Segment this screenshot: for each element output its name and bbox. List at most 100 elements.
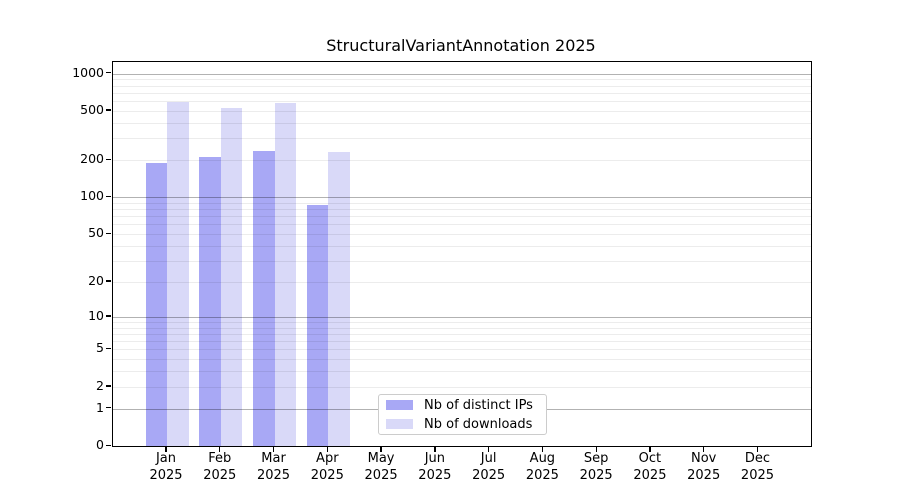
- y-tick-mark: [106, 280, 111, 282]
- month-label: Feb: [208, 451, 232, 466]
- year-label: 2025: [149, 467, 183, 483]
- plot-area: [112, 61, 812, 447]
- y-tick-label: 50: [88, 225, 104, 241]
- gridline-minor: [113, 160, 811, 162]
- bar-ips-mar: [253, 150, 275, 446]
- gridline-minor: [113, 333, 811, 335]
- gridline-minor: [113, 260, 811, 262]
- month-label: Apr: [316, 451, 339, 466]
- x-tick-label-may: May 2025: [351, 451, 411, 484]
- gridline-minor: [113, 349, 811, 351]
- bar-ips-apr: [306, 204, 329, 446]
- gridline-minor: [113, 92, 811, 94]
- x-tick-label-nov: Nov 2025: [674, 451, 734, 484]
- month-label: Dec: [744, 451, 771, 466]
- x-tick-label-feb: Feb 2025: [190, 451, 250, 484]
- gridline-minor: [113, 202, 811, 204]
- y-tick-label: 5: [96, 340, 104, 356]
- x-tick-mark: [326, 446, 328, 452]
- y-tick-label: 0: [96, 437, 104, 452]
- legend-item-distinct-ips: Nb of distinct IPs: [379, 398, 546, 413]
- gridline-minor: [113, 138, 811, 140]
- gridline-minor: [113, 101, 811, 103]
- bar-ips-feb: [199, 157, 221, 446]
- y-tick-mark: [106, 444, 111, 446]
- x-tick-label-mar: Mar 2025: [244, 451, 304, 484]
- y-tick-mark: [106, 407, 111, 409]
- gridline-minor: [113, 209, 811, 211]
- gridline-major: [113, 197, 811, 199]
- legend-swatch-ips: [386, 400, 413, 410]
- year-label: 2025: [687, 467, 721, 483]
- legend-label: Nb of downloads: [424, 416, 533, 432]
- gridline-minor: [113, 85, 811, 87]
- month-label: Jul: [480, 451, 497, 466]
- gridline-minor: [113, 359, 811, 361]
- gridline-minor: [113, 321, 811, 323]
- month-label: Nov: [691, 451, 717, 466]
- y-tick-label: 500: [80, 101, 104, 117]
- x-tick-mark: [165, 446, 167, 452]
- year-label: 2025: [579, 467, 613, 483]
- y-tick-mark: [106, 195, 111, 198]
- month-label: Sep: [583, 451, 609, 466]
- y-tick-mark: [106, 315, 111, 317]
- gridline-minor: [113, 281, 811, 283]
- y-tick-mark: [106, 72, 111, 74]
- gridline-minor: [113, 224, 811, 226]
- year-label: 2025: [310, 467, 344, 483]
- gridline-minor: [113, 371, 811, 373]
- x-tick-label-sep: Sep 2025: [566, 451, 626, 484]
- year-label: 2025: [472, 467, 506, 483]
- y-tick-label: 2: [96, 377, 104, 393]
- y-tick-mark: [106, 347, 111, 350]
- year-label: 2025: [525, 467, 559, 483]
- y-tick-mark: [106, 232, 111, 234]
- month-label: Mar: [261, 451, 286, 466]
- x-tick-mark: [541, 446, 544, 452]
- bar-downloads-mar: [274, 103, 297, 446]
- gridline-minor: [113, 234, 811, 236]
- legend-item-downloads: Nb of downloads: [379, 417, 546, 432]
- y-tick-mark: [106, 109, 111, 111]
- x-tick-label-jun: Jun 2025: [405, 451, 465, 484]
- y-tick-label: 100: [80, 188, 104, 204]
- x-tick-label-jan: Jan 2025: [136, 451, 196, 484]
- gridline-minor: [113, 341, 811, 343]
- gridline-minor: [113, 110, 811, 112]
- y-tick-label: 200: [80, 151, 104, 167]
- x-tick-mark: [219, 446, 221, 452]
- y-tick-mark: [106, 385, 111, 387]
- x-tick-mark: [380, 446, 382, 452]
- bar-downloads-feb: [220, 107, 243, 446]
- legend-label: Nb of distinct IPs: [424, 397, 533, 413]
- x-tick-label-dec: Dec 2025: [727, 451, 787, 484]
- gridline-minor: [113, 79, 811, 81]
- x-tick-mark: [756, 446, 759, 452]
- month-label: Jan: [155, 451, 177, 466]
- gridline-major: [113, 316, 811, 318]
- gridline-minor: [113, 216, 811, 218]
- legend: Nb of distinct IPs Nb of downloads: [378, 394, 547, 435]
- gridline-minor: [113, 245, 811, 247]
- gridline-minor: [113, 122, 811, 124]
- month-label: Aug: [529, 451, 556, 466]
- month-label: May: [367, 451, 395, 466]
- year-label: 2025: [256, 467, 291, 483]
- gridline-minor: [113, 386, 811, 388]
- chart-title: StructuralVariantAnnotation 2025: [326, 36, 596, 55]
- y-tick-mark: [106, 158, 111, 160]
- x-tick-label-oct: Oct 2025: [620, 451, 680, 484]
- year-label: 2025: [418, 467, 452, 483]
- month-label: Oct: [638, 451, 662, 466]
- bar-ips-jan: [145, 162, 167, 446]
- y-tick-label: 10: [88, 307, 104, 323]
- x-tick-mark: [703, 446, 705, 452]
- x-tick-mark: [488, 446, 490, 452]
- x-tick-mark: [595, 446, 597, 452]
- y-tick-label: 1000: [72, 64, 104, 80]
- x-tick-label-apr: Apr 2025: [297, 451, 357, 484]
- gridline-major: [113, 73, 811, 75]
- year-label: 2025: [203, 467, 237, 483]
